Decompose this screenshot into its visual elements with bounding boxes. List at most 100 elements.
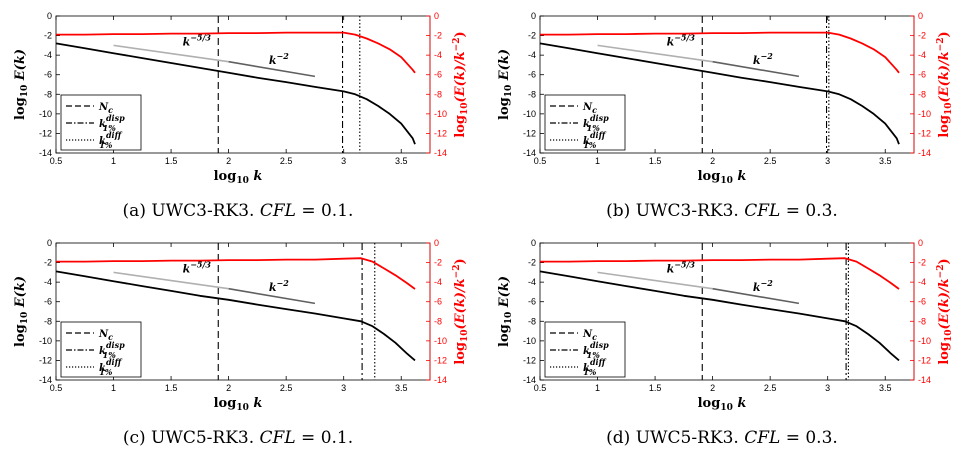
y-left-label-sub: 10 <box>20 312 30 325</box>
x-tick-label: 1.5 <box>649 156 662 166</box>
x-tick-label: 1.5 <box>649 383 662 393</box>
x-tick-label: 2 <box>226 383 231 393</box>
y-right-label-log: log <box>453 115 468 138</box>
x-tick-label: 0.5 <box>50 383 63 393</box>
x-label-sub: 10 <box>720 176 733 186</box>
legend-sub: 1% <box>103 350 117 360</box>
annotation-k2-base: k <box>753 281 761 294</box>
y-left-tick-label: -8 <box>44 89 52 99</box>
series-energy-spectrum <box>55 42 416 145</box>
x-tick-label: 2 <box>226 156 231 166</box>
caption-cfl: CFL <box>744 201 780 221</box>
x-tick-label: 2.5 <box>764 156 777 166</box>
legend-sub: 1% <box>99 367 113 377</box>
y-right-axis-label: log10(E(k)/k−2) <box>936 31 954 137</box>
x-axis-label: log10 k <box>698 396 747 413</box>
x-axis-label: log10 k <box>698 169 747 186</box>
y-right-tick-label: -12 <box>918 128 931 138</box>
y-left-label-rest: E(k) <box>497 49 512 85</box>
annotation-k53-exp: −5/3 <box>674 32 695 42</box>
y-right-tick-label: -4 <box>434 277 442 287</box>
y-right-label-exp: −2 <box>936 37 946 51</box>
x-tick-label: 0.5 <box>534 156 547 166</box>
x-axis-label: log10 k <box>214 396 263 413</box>
y-right-tick-label: -8 <box>918 316 926 326</box>
y-left-tick-label: -8 <box>528 316 536 326</box>
y-left-label-log: log <box>13 324 28 347</box>
y-right-label-exp: −2 <box>936 264 946 278</box>
y-right-axis-label: log10(E(k)/k−2) <box>452 258 470 364</box>
panel-caption: (b) UWC3-RK3. CFL = 0.3. <box>606 201 838 221</box>
legend-sup: disp <box>106 113 125 123</box>
y-left-label-rest: E(k) <box>13 276 28 312</box>
y-right-tick-label: -14 <box>434 375 447 385</box>
annotation-k53-base: k <box>183 262 191 275</box>
x-label-sub: 10 <box>236 176 249 186</box>
y-left-tick-label: -6 <box>528 70 536 80</box>
y-right-tick-label: -2 <box>918 258 926 268</box>
y-right-label-rest: (E(k)/k <box>937 51 952 102</box>
x-label-log: log <box>698 169 721 184</box>
y-left-tick-label: 0 <box>47 11 52 21</box>
annotation-k53-base: k <box>183 35 191 48</box>
legend-label-dotted: kdiff 1% <box>583 130 607 150</box>
legend-base: k <box>583 363 590 374</box>
y-right-tick-label: -6 <box>918 297 926 307</box>
legend-sup: diff <box>106 130 123 140</box>
y-left-label-log: log <box>497 324 512 347</box>
legend-label-dashdot: kdisp 1% <box>99 113 125 133</box>
y-left-tick-label: -14 <box>39 375 52 385</box>
caption-eq: = 0.3. <box>780 428 838 448</box>
legend-sub: c <box>108 332 113 342</box>
y-right-tick-label: 0 <box>434 238 439 248</box>
ref-line-k2 <box>712 287 800 305</box>
ref-line-k53 <box>597 44 713 63</box>
y-right-label-rest: (E(k)/k <box>453 51 468 102</box>
y-left-tick-label: -6 <box>528 297 536 307</box>
x-label-sub: 10 <box>720 403 733 413</box>
y-left-tick-label: -10 <box>39 109 52 119</box>
y-left-tick-label: -6 <box>44 297 52 307</box>
y-right-label-sub: 10 <box>460 329 470 342</box>
caption-cfl: CFL <box>260 428 296 448</box>
y-left-tick-label: 0 <box>531 238 536 248</box>
panel-caption: (c) UWC5-RK3. CFL = 0.1. <box>123 428 353 448</box>
annotation-k2-exp: −2 <box>761 51 774 61</box>
y-right-label-sub: 10 <box>944 329 954 342</box>
y-left-tick-label: -6 <box>44 70 52 80</box>
y-left-label-sub: 10 <box>504 85 514 98</box>
y-right-tick-label: -8 <box>918 89 926 99</box>
y-left-tick-label: -4 <box>44 277 52 287</box>
legend-sup: disp <box>590 340 609 350</box>
legend-sub: 1% <box>99 140 113 150</box>
legend-label-dashed: Nc <box>582 329 597 342</box>
y-right-tick-label: -10 <box>434 109 447 119</box>
annotation-k2: k−2 <box>753 51 773 67</box>
legend-label-dotted: kdiff 1% <box>583 357 607 377</box>
annotation-k53-base: k <box>667 35 675 48</box>
ref-line-k2 <box>712 60 800 78</box>
x-axis-label: log10 k <box>214 169 263 186</box>
y-right-tick-label: -12 <box>434 128 447 138</box>
y-right-label-sub: 10 <box>460 102 470 115</box>
legend-sub: 1% <box>587 123 601 133</box>
legend-base: k <box>99 363 106 374</box>
y-right-tick-label: -12 <box>918 355 931 365</box>
panel-b: 0.5 1 1.5 2 2.5 3 3.5 0 -2 -4 -6 -8 -10 -12 -14 0 -2 -4 -6… <box>497 11 954 221</box>
y-left-tick-label: 0 <box>531 11 536 21</box>
y-left-tick-label: -4 <box>528 277 536 287</box>
y-left-label-sub: 10 <box>504 312 514 325</box>
y-left-tick-label: -10 <box>39 336 52 346</box>
y-left-label-rest: E(k) <box>13 49 28 85</box>
y-right-label-close: ) <box>453 31 468 37</box>
panel-a: 0.5 1 1.5 2 2.5 3 3.5 0 -2 -4 -6 -8 -10 -12 -14 0 -2 -4 -6… <box>13 11 470 221</box>
y-right-tick-label: -14 <box>918 375 931 385</box>
x-tick-label: 2 <box>710 156 715 166</box>
x-label-var: k <box>249 169 263 184</box>
legend-base: N <box>582 102 593 113</box>
x-label-var: k <box>249 396 263 411</box>
y-right-tick-label: -10 <box>434 336 447 346</box>
annotation-k53: k−5/3 <box>667 32 696 48</box>
y-right-label-log: log <box>453 342 468 365</box>
